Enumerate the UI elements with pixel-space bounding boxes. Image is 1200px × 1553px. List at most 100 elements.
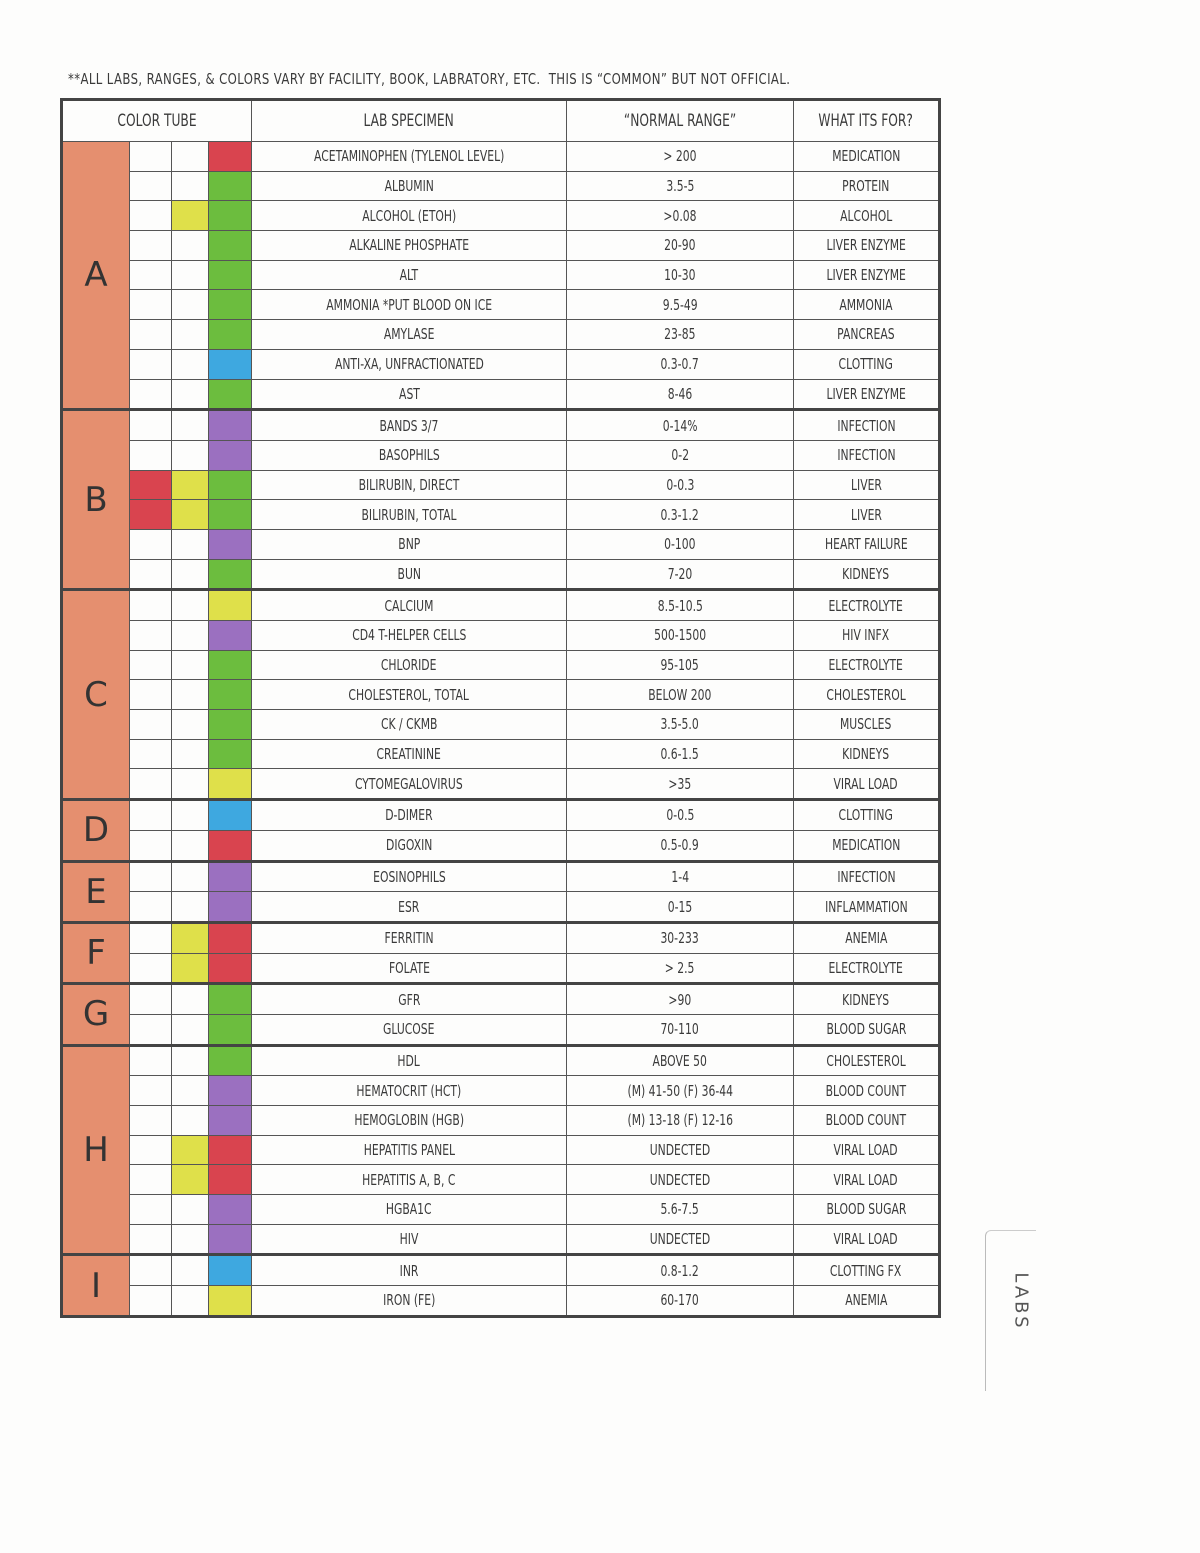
- tube-cell: [207, 768, 253, 802]
- lab-table: COLOR TUBE LAB SPECIMEN “NORMAL RANGE” W…: [60, 98, 942, 1318]
- range-cell: 7-20: [566, 558, 795, 592]
- table-row: G GFR >90 KIDNEYS: [61, 983, 941, 1047]
- specimen: ALBUMIN: [384, 177, 434, 196]
- range: ABOVE 50: [652, 1051, 708, 1070]
- table-row: D D-DIMER 0-0.5 CLOTTING: [61, 799, 941, 863]
- tube-cell: [171, 799, 209, 831]
- table-row: ANTI-XA, UNFRACTIONATED 0.3-0.7 CLOTTING: [62, 348, 941, 380]
- tube-cell: [129, 469, 172, 501]
- column-header: LAB SPECIMEN: [251, 99, 568, 142]
- tube-cell: [129, 709, 172, 740]
- tube-cell: [207, 170, 253, 202]
- purpose: INFECTION: [836, 416, 896, 435]
- column-header: WHAT ITS FOR?: [793, 99, 941, 142]
- range: > 200: [663, 147, 697, 166]
- purpose-cell: CHOLESTEROL: [793, 1044, 941, 1077]
- column-header: COLOR TUBE: [60, 99, 253, 142]
- group-letter-cell: D: [61, 799, 130, 863]
- purpose: MUSCLES: [840, 715, 892, 734]
- specimen-cell: GFR: [251, 983, 568, 1015]
- tube-cell: [129, 860, 172, 893]
- purpose: HEART FAILURE: [824, 535, 908, 554]
- purpose: LIVER ENZYME: [826, 236, 906, 255]
- column-header-text: “NORMAL RANGE”: [623, 111, 737, 131]
- range: 0-2: [671, 446, 689, 465]
- tube-cell: [171, 469, 209, 501]
- purpose-cell: ELECTROLYTE: [793, 649, 941, 681]
- tube-cell: [207, 1254, 253, 1287]
- tube-cell: [129, 589, 172, 621]
- purpose-cell: CHOLESTEROL: [793, 679, 941, 711]
- specimen-cell: HEPATITIS A, B, C: [251, 1164, 568, 1196]
- tube-cell: [171, 259, 209, 291]
- range-cell: BELOW 200: [566, 679, 795, 711]
- table-row: HEPATITIS PANEL UNDECTED VIRAL LOAD: [62, 1134, 941, 1166]
- range: 10-30: [664, 266, 696, 285]
- specimen-cell: D-DIMER: [251, 799, 568, 831]
- purpose: MEDICATION: [831, 147, 901, 166]
- tube-cell: [129, 289, 172, 321]
- tube-cell: [207, 439, 253, 471]
- table-row: DIGOXIN 0.5-0.9 MEDICATION: [62, 829, 941, 863]
- tube-cell: [207, 348, 253, 380]
- tube-cell: [171, 620, 209, 651]
- table-row: H HDL ABOVE 50 CHOLESTEROL: [61, 1044, 941, 1257]
- range-cell: 0-15: [566, 891, 795, 924]
- tube-cell: [207, 200, 253, 232]
- tube-cell: [129, 1254, 172, 1287]
- tube-cell: [207, 649, 253, 681]
- purpose-cell: VIRAL LOAD: [793, 1134, 941, 1166]
- tube-cell: [207, 1075, 253, 1106]
- tube-cell: [207, 738, 253, 770]
- group-letter-cell: A: [61, 140, 130, 412]
- tube-cell: [129, 348, 172, 380]
- table-row: GLUCOSE 70-110 BLOOD SUGAR: [62, 1013, 941, 1047]
- tube-cell: [171, 1075, 209, 1106]
- specimen: AMMONIA *PUT BLOOD ON ICE: [326, 295, 492, 314]
- tube-cell: [129, 983, 172, 1015]
- tube-cell: [171, 891, 209, 924]
- range-cell: >35: [566, 768, 795, 802]
- specimen-cell: CYTOMEGALOVIRUS: [251, 768, 568, 802]
- specimen-cell: AMMONIA *PUT BLOOD ON ICE: [251, 289, 568, 321]
- purpose: KIDNEYS: [842, 990, 890, 1009]
- specimen: CD4 T-HELPER CELLS: [351, 626, 467, 645]
- purpose: ELECTROLYTE: [828, 656, 904, 675]
- group-letter: D: [82, 810, 110, 851]
- range-cell: 500-1500: [566, 620, 795, 651]
- tube-cell: [129, 259, 172, 291]
- range: > 2.5: [665, 958, 695, 977]
- range-cell: 30-233: [566, 921, 795, 954]
- purpose-cell: KIDNEYS: [793, 738, 941, 770]
- table-row: BILIRUBIN, DIRECT 0-0.3 LIVER: [62, 469, 941, 501]
- purpose-cell: BLOOD COUNT: [793, 1105, 941, 1136]
- tube-cell: [171, 1254, 209, 1287]
- range-cell: 0.8-1.2: [566, 1254, 795, 1287]
- tube-cell: [207, 589, 253, 621]
- tube-cell: [207, 289, 253, 321]
- tube-cell: [171, 921, 209, 954]
- purpose-cell: VIRAL LOAD: [793, 768, 941, 802]
- tube-cell: [171, 439, 209, 471]
- table-row: HEPATITIS A, B, C UNDECTED VIRAL LOAD: [62, 1164, 941, 1196]
- table-row: CHOLESTEROL, TOTAL BELOW 200 CHOLESTEROL: [62, 679, 941, 711]
- specimen: IRON (FE): [382, 1291, 436, 1310]
- table-row: C CALCIUM 8.5-10.5 ELECTROLYTE: [61, 589, 941, 802]
- range: 9.5-49: [662, 295, 698, 314]
- tube-cell: [207, 259, 253, 291]
- specimen-cell: ALT: [251, 259, 568, 291]
- range-cell: 3.5-5.0: [566, 709, 795, 740]
- specimen-cell: AST: [251, 378, 568, 412]
- tube-cell: [129, 799, 172, 831]
- range-cell: UNDECTED: [566, 1223, 795, 1257]
- range-cell: >90: [566, 983, 795, 1015]
- range: 20-90: [664, 236, 696, 255]
- range-cell: 10-30: [566, 259, 795, 291]
- specimen: CHLORIDE: [381, 656, 437, 675]
- purpose-cell: CLOTTING: [793, 799, 941, 831]
- range: UNDECTED: [649, 1230, 711, 1249]
- tube-cell: [207, 1013, 253, 1047]
- table-row: CD4 T-HELPER CELLS 500-1500 HIV INFX: [62, 620, 941, 651]
- specimen-cell: CREATININE: [251, 738, 568, 770]
- purpose: LIVER ENZYME: [826, 266, 906, 285]
